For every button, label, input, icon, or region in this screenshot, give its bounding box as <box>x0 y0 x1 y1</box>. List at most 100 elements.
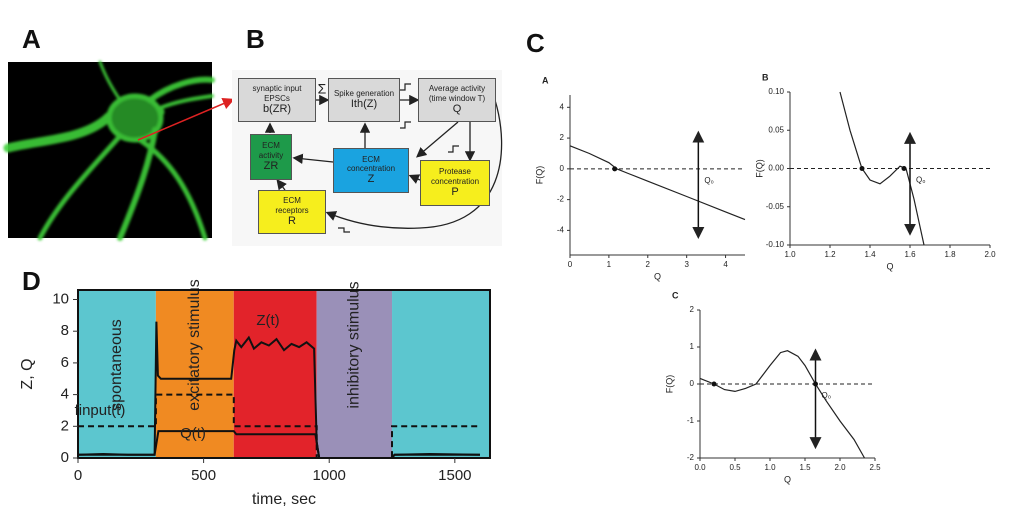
y-tick-label: 0.05 <box>768 125 784 134</box>
q0-label: Q₀ <box>704 176 714 185</box>
y-tick-label: 1 <box>690 342 695 351</box>
q0-label: Q₀ <box>822 391 832 400</box>
node-text: (time window T) <box>428 93 486 103</box>
x-tick-label: 0 <box>568 260 573 269</box>
fixed-point <box>711 381 717 387</box>
y-tick-label: -1 <box>687 416 695 425</box>
fixed-point <box>612 166 618 172</box>
chart-title: A <box>542 75 549 85</box>
y-tick-label: -2 <box>687 453 695 462</box>
diagram-node: ECM activity ZR <box>250 134 292 180</box>
series-label: Z(t) <box>256 312 279 329</box>
node-text: b(ZR) <box>262 102 292 115</box>
sum-symbol: Σ <box>318 81 327 97</box>
y-tick-label: 4 <box>61 386 69 403</box>
y-tick-label: 2 <box>560 133 565 142</box>
micrograph <box>3 60 235 241</box>
diagram-node: ECM concentration Z <box>333 148 409 193</box>
phase-label: spontaneous <box>108 319 125 411</box>
x-tick-label: 1.8 <box>944 250 956 259</box>
y-tick-label: -4 <box>557 225 565 234</box>
x-tick-label: 1.6 <box>904 250 916 259</box>
y-tick-label: 2 <box>690 305 695 314</box>
panel-label: D <box>22 266 41 296</box>
node-text: activity <box>258 150 284 160</box>
node-text: Ith(Z) <box>350 98 378 111</box>
phase-label: inhibitory stimulus <box>346 281 363 408</box>
series-label: finput(t) <box>75 402 126 419</box>
x-axis-label: Q <box>886 261 893 271</box>
plot-frame <box>77 289 491 459</box>
x-tick-label: 3 <box>684 260 689 269</box>
diagram-node: ECM receptors R <box>258 190 326 234</box>
fixed-point <box>859 166 865 171</box>
node-text: Average activity <box>428 84 486 94</box>
x-tick-label: 2 <box>646 260 651 269</box>
x-tick-label: 1.5 <box>799 463 811 472</box>
y-tick-label: 0 <box>560 164 565 173</box>
y-axis-label: F(Q) <box>754 159 764 178</box>
node-text: concentration <box>430 176 480 186</box>
x-tick-label: 0.0 <box>694 463 706 472</box>
node-text: ZR <box>263 159 279 172</box>
phase-region <box>78 290 156 458</box>
series-line <box>569 145 746 221</box>
y-tick-label: -0.10 <box>766 240 785 249</box>
y-tick-label: 0 <box>61 449 69 466</box>
y-axis-label: F(Q) <box>664 375 674 394</box>
x-tick-label: 2.0 <box>834 463 846 472</box>
y-axis-label: F(Q) <box>534 166 544 185</box>
y-tick-label: 0 <box>690 379 695 388</box>
chart-title: B <box>762 72 769 82</box>
x-tick-label: 2.0 <box>984 250 996 259</box>
y-tick-label: 2 <box>61 417 69 434</box>
y-tick-label: 0.10 <box>768 87 784 96</box>
y-tick-label: 10 <box>52 290 69 307</box>
node-text: Q <box>452 102 462 115</box>
chart-title: C <box>672 290 679 300</box>
node-text: receptors <box>275 205 309 215</box>
node-text: P <box>451 185 459 198</box>
series-line <box>839 91 925 246</box>
x-tick-label: 2.5 <box>869 463 881 472</box>
x-axis-label: Q <box>784 474 791 484</box>
x-axis-label: Q <box>654 271 661 281</box>
x-tick-label: 0 <box>74 467 82 484</box>
x-tick-label: 1000 <box>313 467 346 484</box>
y-tick-label: 4 <box>560 102 565 111</box>
x-tick-label: 1500 <box>438 467 471 484</box>
panel-label: A <box>22 24 41 54</box>
x-tick-label: 0.5 <box>729 463 741 472</box>
y-tick-label: -2 <box>557 195 565 204</box>
x-tick-label: 500 <box>191 467 216 484</box>
y-tick-label: -0.05 <box>766 202 785 211</box>
node-text: concentration <box>346 164 396 174</box>
diagram-node: Protease concentration P <box>420 160 490 206</box>
diagram-node: synaptic input EPSCs b(ZR) <box>238 78 316 122</box>
phase-region <box>316 290 393 458</box>
node-text: Protease <box>438 167 472 177</box>
x-tick-label: 1.0 <box>764 463 776 472</box>
fixed-point <box>901 166 907 171</box>
node-text: synaptic input <box>252 84 302 94</box>
series-label: Q(t) <box>180 425 206 442</box>
x-tick-label: 1.0 <box>784 250 796 259</box>
node-text: R <box>288 214 296 227</box>
y-tick-label: 8 <box>61 322 69 339</box>
y-axis-label: Z, Q <box>19 358 36 389</box>
diagram-node: Spike generation Ith(Z) <box>328 78 400 122</box>
x-tick-label: 1 <box>607 260 612 269</box>
y-tick-label: 6 <box>61 354 69 371</box>
node-text: ECM <box>262 141 280 151</box>
x-tick-label: 1.2 <box>824 250 836 259</box>
phase-label: excitatory stimulus <box>186 279 203 411</box>
panel-label: C <box>526 28 545 58</box>
q0-label: Q₀ <box>916 176 926 185</box>
node-text: ECM <box>283 196 301 206</box>
x-axis-label: time, sec <box>252 491 316 508</box>
node-text: Spike generation <box>333 89 395 99</box>
phase-region <box>155 290 234 458</box>
phase-region <box>233 290 317 458</box>
node-text: EPSCs <box>264 93 290 103</box>
